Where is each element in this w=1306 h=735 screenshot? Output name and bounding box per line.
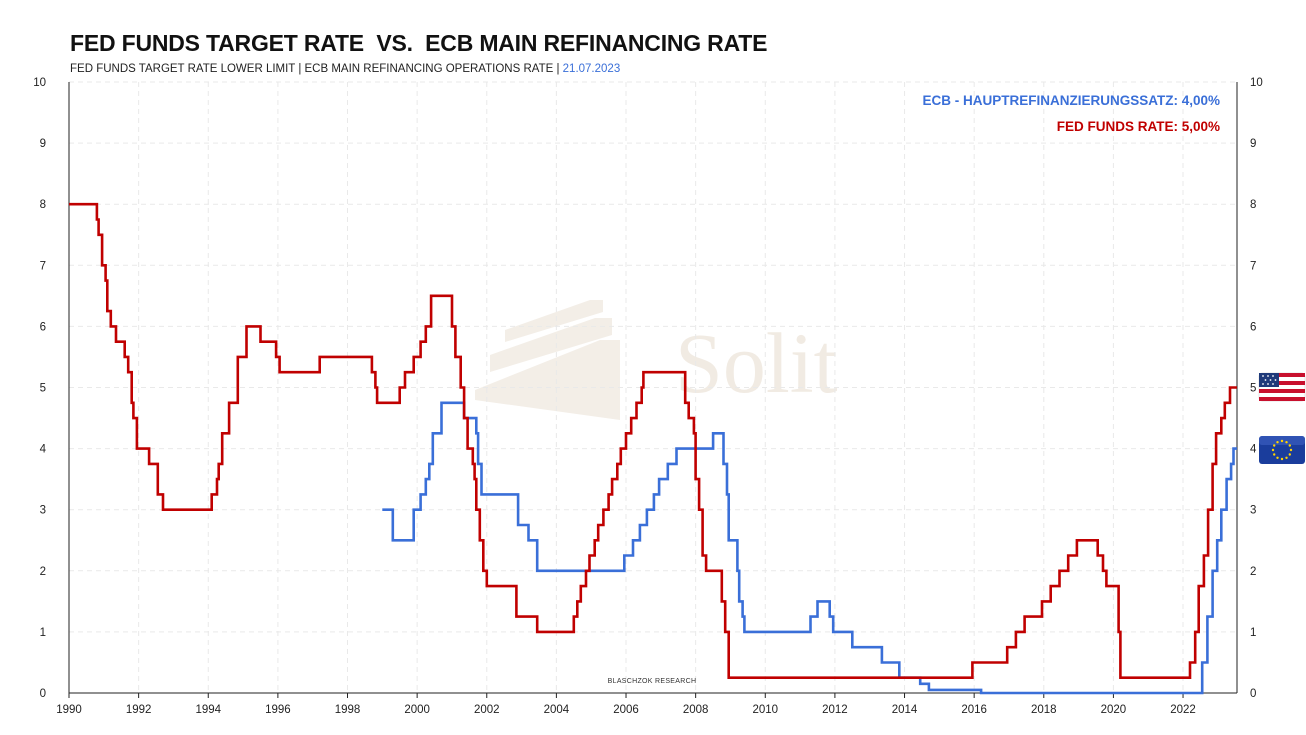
solit-watermark: Solit — [475, 300, 838, 420]
y-tick-label-left: 7 — [40, 260, 46, 272]
eu-star — [1288, 453, 1291, 456]
eu-star — [1289, 448, 1293, 452]
eu-star — [1285, 441, 1288, 444]
x-tick-label: 1994 — [195, 704, 221, 716]
chart-title: FED FUNDS TARGET RATE VS. ECB MAIN REFIN… — [70, 30, 768, 56]
x-tick-label: 2000 — [404, 704, 430, 716]
fed-rate-line — [69, 202, 1237, 679]
y-tick-label-right: 0 — [1250, 688, 1256, 700]
chart-subtitle: FED FUNDS TARGET RATE LOWER LIMIT | ECB … — [70, 63, 620, 75]
eu-star — [1271, 448, 1275, 452]
y-tick-label-left: 10 — [33, 77, 46, 89]
y-tick-label-right: 8 — [1250, 199, 1256, 211]
y-tick-label-right: 5 — [1250, 383, 1256, 395]
y-axis-left: 0 1 2 3 4 5 6 7 8 9 10 — [33, 77, 46, 700]
subtitle-date: 21.07.2023 — [562, 63, 621, 75]
series-lines — [69, 202, 1237, 695]
y-tick-label-right: 9 — [1250, 138, 1256, 150]
y-tick-label-right: 7 — [1250, 260, 1256, 272]
eu-star — [1276, 456, 1279, 459]
eu-star — [1280, 439, 1284, 443]
x-tick-label: 1990 — [56, 704, 82, 716]
y-tick-label-left: 3 — [40, 505, 46, 517]
x-tick-label: 2006 — [613, 704, 639, 716]
credit-text: BLASCHZOK RESEARCH — [608, 678, 697, 685]
y-tick-label-right: 3 — [1250, 505, 1256, 517]
legend-fed: FED FUNDS RATE: 5,00% — [1057, 119, 1220, 134]
x-tick-label: 2012 — [822, 704, 848, 716]
x-tick-label: 2022 — [1170, 704, 1196, 716]
watermark-text: Solit — [675, 315, 838, 411]
eu-star — [1285, 456, 1288, 459]
subtitle-text: FED FUNDS TARGET RATE LOWER LIMIT | ECB … — [70, 63, 563, 75]
x-tick-label: 1996 — [265, 704, 291, 716]
y-tick-label-left: 0 — [40, 688, 46, 700]
eu-star — [1273, 453, 1276, 456]
ecb-rate-line — [382, 401, 1237, 695]
eu-star — [1273, 444, 1276, 447]
y-tick-label-left: 1 — [40, 627, 46, 639]
eu-star — [1276, 441, 1279, 444]
y-tick-label-left: 9 — [40, 138, 46, 150]
us-flag-icon — [1258, 372, 1306, 402]
y-tick-label-left: 4 — [40, 444, 47, 456]
x-tick-label: 1992 — [126, 704, 152, 716]
x-tick-label: 2016 — [961, 704, 987, 716]
eu-flag-icon — [1259, 436, 1305, 464]
y-tick-label-right: 1 — [1250, 627, 1256, 639]
grid — [69, 81, 1237, 693]
x-tick-label: 2002 — [474, 704, 500, 716]
eu-star — [1288, 444, 1291, 447]
eu-star — [1280, 457, 1284, 461]
x-tick-label: 2014 — [892, 704, 918, 716]
y-tick-label-left: 5 — [40, 383, 46, 395]
x-tick-label: 1998 — [335, 704, 361, 716]
y-tick-label-right: 6 — [1250, 321, 1256, 333]
y-axis-right: 0 1 2 3 4 5 6 7 8 9 10 — [1250, 77, 1263, 700]
y-tick-label-right: 4 — [1250, 444, 1257, 456]
x-tick-label: 2018 — [1031, 704, 1057, 716]
x-tick-label: 2008 — [683, 704, 709, 716]
y-tick-label-left: 6 — [40, 321, 46, 333]
x-axis: 1990 1992 1994 1996 1998 2000 2002 2004 2006 2008… — [56, 693, 1196, 716]
y-tick-label-right: 10 — [1250, 77, 1263, 89]
x-tick-label: 2020 — [1101, 704, 1127, 716]
y-tick-label-right: 2 — [1250, 566, 1256, 578]
y-tick-label-left: 2 — [40, 566, 46, 578]
legend-ecb: ECB - HAUPTREFINANZIERUNGSSATZ: 4,00% — [922, 93, 1220, 108]
x-tick-label: 2010 — [752, 704, 778, 716]
y-tick-label-left: 8 — [40, 199, 46, 211]
x-tick-label: 2004 — [544, 704, 570, 716]
